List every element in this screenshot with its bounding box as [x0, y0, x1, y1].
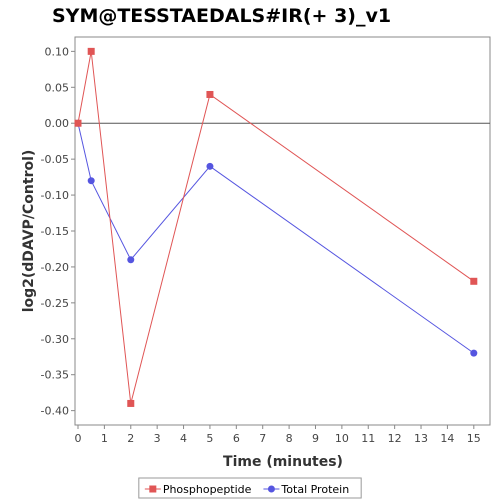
y-tick-label: -0.20 — [41, 261, 69, 274]
legend-circle-marker — [267, 485, 275, 493]
data-point-circle — [87, 177, 95, 185]
x-tick-label: 9 — [312, 432, 319, 445]
x-tick-label: 10 — [335, 432, 349, 445]
data-point-square — [206, 90, 214, 98]
y-axis-label: log2(dDAVP/Control) — [21, 150, 37, 313]
y-tick-label: -0.30 — [41, 333, 69, 346]
y-tick-label: -0.25 — [41, 297, 69, 310]
legend: Phosphopeptide Total Protein — [138, 477, 362, 499]
data-point-square — [87, 47, 95, 55]
series-phosphopeptide — [74, 47, 478, 407]
x-tick-label: 1 — [101, 432, 108, 445]
y-tick-label: 0.10 — [45, 45, 70, 58]
y-tick-label: -0.35 — [41, 369, 69, 382]
x-tick-label: 11 — [361, 432, 375, 445]
plot-area — [74, 36, 491, 426]
data-point-circle — [206, 162, 214, 170]
chart-title: SYM@TESSTAEDALS#IR(+ 3)_v1 — [52, 5, 391, 27]
data-point-square — [74, 119, 82, 127]
y-tick-label: -0.10 — [41, 189, 69, 202]
data-point-circle — [127, 256, 135, 264]
x-tick-label: 13 — [414, 432, 428, 445]
x-tick-label: 0 — [75, 432, 82, 445]
x-axis-label: Time (minutes) — [223, 454, 343, 470]
x-tick-label: 2 — [127, 432, 134, 445]
y-tick-label: -0.40 — [41, 405, 69, 418]
x-tick-label: 5 — [206, 432, 213, 445]
legend-label: Phosphopeptide — [163, 483, 252, 496]
legend-box — [138, 477, 362, 499]
x-tick-label: 14 — [440, 432, 454, 445]
legend-item: Total Protein — [263, 483, 349, 496]
data-point-square — [127, 399, 135, 407]
x-tick-label: 8 — [286, 432, 293, 445]
y-tick-label: 0.00 — [45, 117, 70, 130]
y-tick-label: -0.05 — [41, 153, 69, 166]
x-tick-label: 3 — [154, 432, 161, 445]
legend-item: Phosphopeptide — [144, 483, 252, 496]
legend-label: Total Protein — [280, 483, 349, 496]
x-tick-label: 12 — [388, 432, 402, 445]
legend-square-marker — [149, 485, 157, 493]
x-tick-label: 7 — [259, 432, 266, 445]
data-point-circle — [470, 349, 478, 357]
x-tick-label: 4 — [180, 432, 187, 445]
data-point-square — [470, 277, 478, 285]
x-tick-label: 15 — [467, 432, 481, 445]
y-tick-label: 0.05 — [45, 81, 70, 94]
x-tick-label: 6 — [233, 432, 240, 445]
y-tick-label: -0.15 — [41, 225, 69, 238]
